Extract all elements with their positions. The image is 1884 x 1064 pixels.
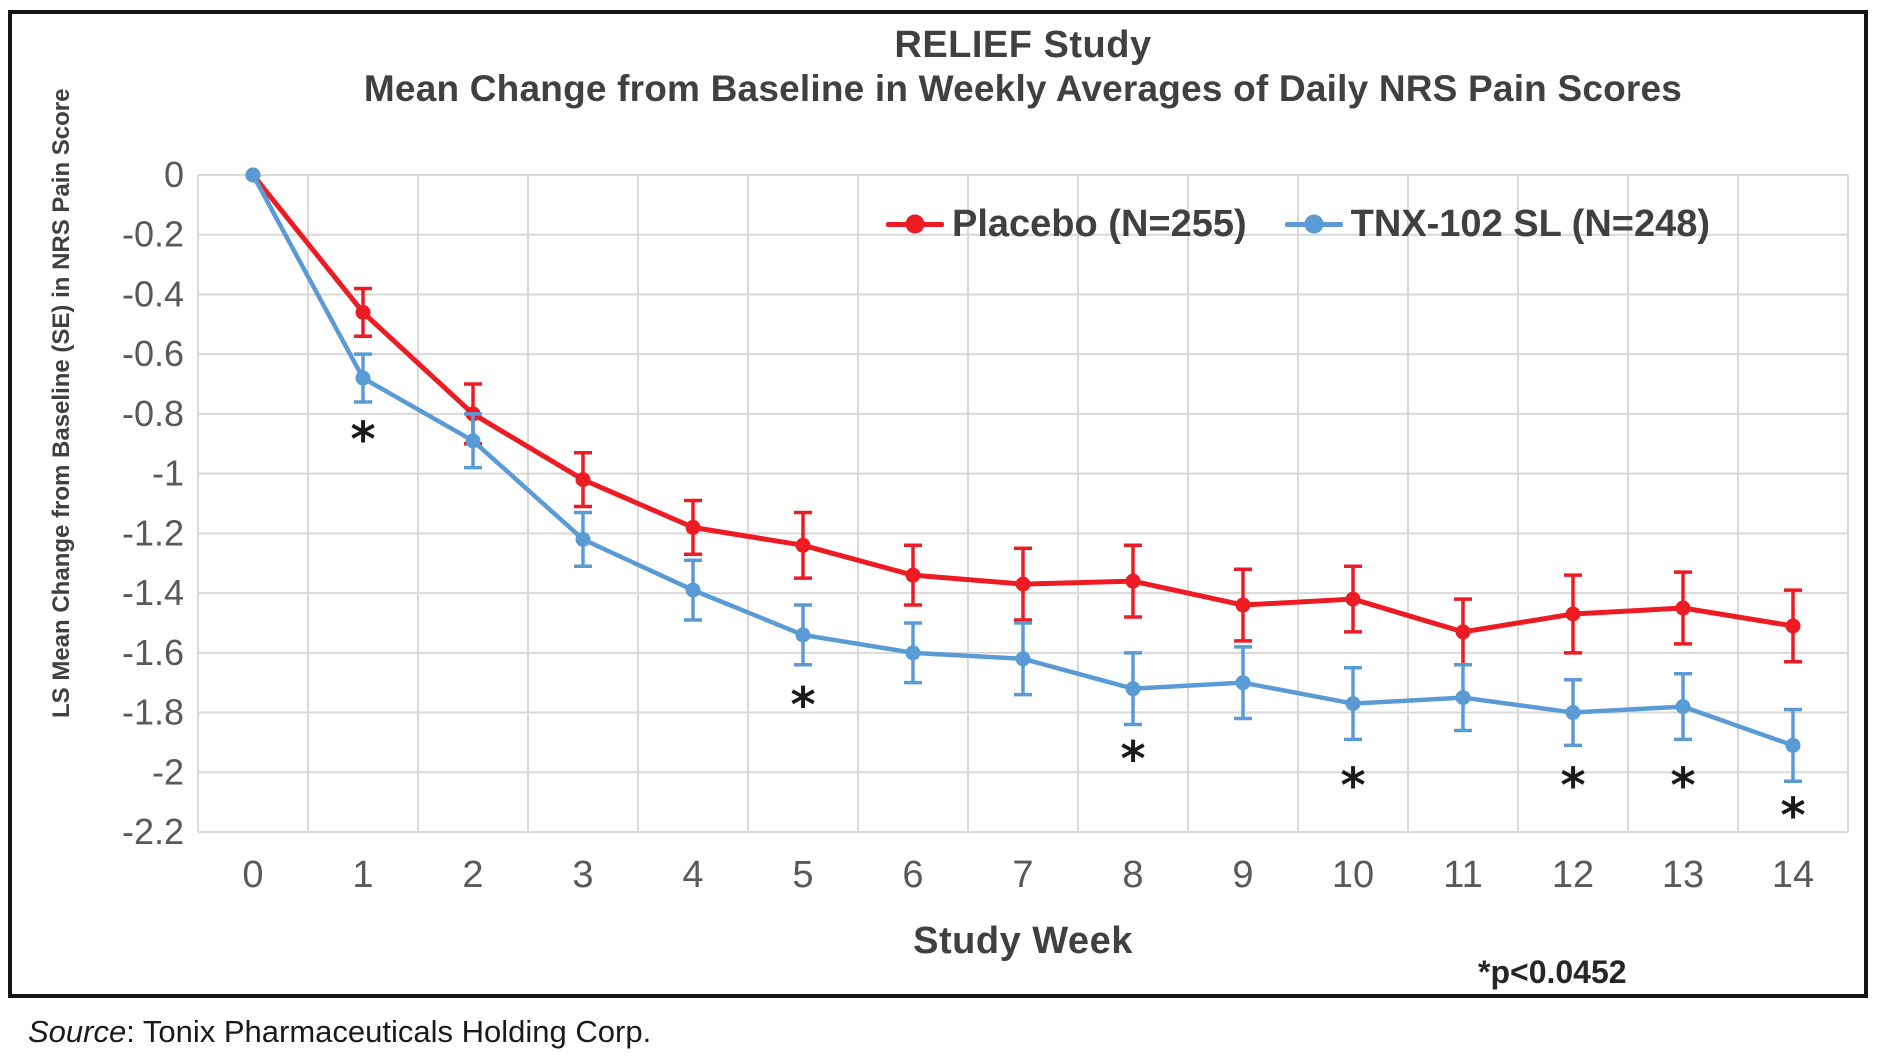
legend-label-tnx: TNX-102 SL (N=248): [1350, 202, 1711, 245]
tnx-line-marker-icon: [1284, 214, 1343, 234]
svg-text:-0.2: -0.2: [122, 214, 184, 255]
svg-text:10: 10: [1332, 854, 1374, 896]
svg-text:0: 0: [242, 854, 263, 896]
svg-text:-2: -2: [152, 751, 184, 792]
svg-text:4: 4: [682, 854, 703, 896]
svg-text:8: 8: [1122, 854, 1143, 896]
svg-text:-1: -1: [152, 453, 184, 494]
source-line: Source: Tonix Pharmaceuticals Holding Co…: [28, 1014, 651, 1050]
svg-text:0: 0: [164, 154, 184, 195]
svg-text:*: *: [350, 412, 375, 468]
svg-text:13: 13: [1662, 854, 1704, 896]
placebo-line-marker-icon: [886, 214, 944, 234]
svg-text:-1.8: -1.8: [122, 692, 184, 733]
placebo-dot-icon: [905, 214, 925, 234]
svg-text:9: 9: [1232, 854, 1253, 896]
y-tick-labels: 0 -0.2 -0.4 -0.6 -0.8 -1 -1.2 -1.4 -1.6 -1.8 -2 -2.…: [122, 154, 184, 852]
legend-item-tnx: TNX-102 SL (N=248): [1284, 202, 1711, 246]
svg-text:12: 12: [1552, 854, 1594, 896]
legend: Placebo (N=255) TNX-102 SL (N=248): [886, 201, 1710, 247]
tnx-dot-icon: [1304, 214, 1324, 234]
series-placebo: [245, 167, 1802, 667]
chart-subtitle: Mean Change from Baseline in Weekly Aver…: [363, 68, 1683, 109]
svg-text:-1.2: -1.2: [122, 512, 184, 553]
significance-asterisks: * * * * * * *: [350, 412, 1805, 844]
svg-text:-1.6: -1.6: [122, 632, 184, 673]
significance-note: *p<0.0452: [1478, 954, 1627, 990]
svg-text:5: 5: [792, 854, 813, 896]
svg-text:*: *: [1560, 758, 1585, 814]
gridlines: [197, 174, 1849, 833]
legend-label-placebo: Placebo (N=255): [952, 202, 1247, 245]
legend-item-placebo: Placebo (N=255): [886, 203, 1247, 246]
chart-title: RELIEF Study: [894, 24, 1152, 66]
svg-text:-0.6: -0.6: [122, 333, 184, 374]
source-text: : Tonix Pharmaceuticals Holding Corp.: [126, 1014, 652, 1049]
svg-text:-2.2: -2.2: [122, 811, 184, 852]
svg-text:*: *: [1120, 731, 1145, 787]
x-tick-labels: 0 1 2 3 4 5 6 7 8 9 10 11 12 13 14: [242, 854, 1814, 896]
svg-text:1: 1: [352, 854, 373, 896]
svg-text:11: 11: [1443, 854, 1482, 896]
svg-text:*: *: [1670, 758, 1695, 814]
series-tnx-102-sl: [245, 167, 1802, 783]
svg-text:-1.4: -1.4: [122, 572, 184, 613]
x-axis-title: Study Week: [913, 920, 1133, 962]
svg-text:7: 7: [1012, 854, 1033, 896]
svg-text:14: 14: [1772, 854, 1814, 896]
svg-text:6: 6: [902, 854, 923, 896]
svg-text:2: 2: [462, 854, 483, 896]
svg-text:3: 3: [572, 854, 593, 896]
svg-text:*: *: [790, 678, 815, 734]
svg-text:*: *: [1780, 788, 1805, 844]
source-label: Source: [28, 1014, 127, 1049]
svg-text:-0.8: -0.8: [122, 393, 184, 434]
svg-text:*: *: [1340, 758, 1365, 814]
svg-text:-0.4: -0.4: [122, 273, 184, 314]
